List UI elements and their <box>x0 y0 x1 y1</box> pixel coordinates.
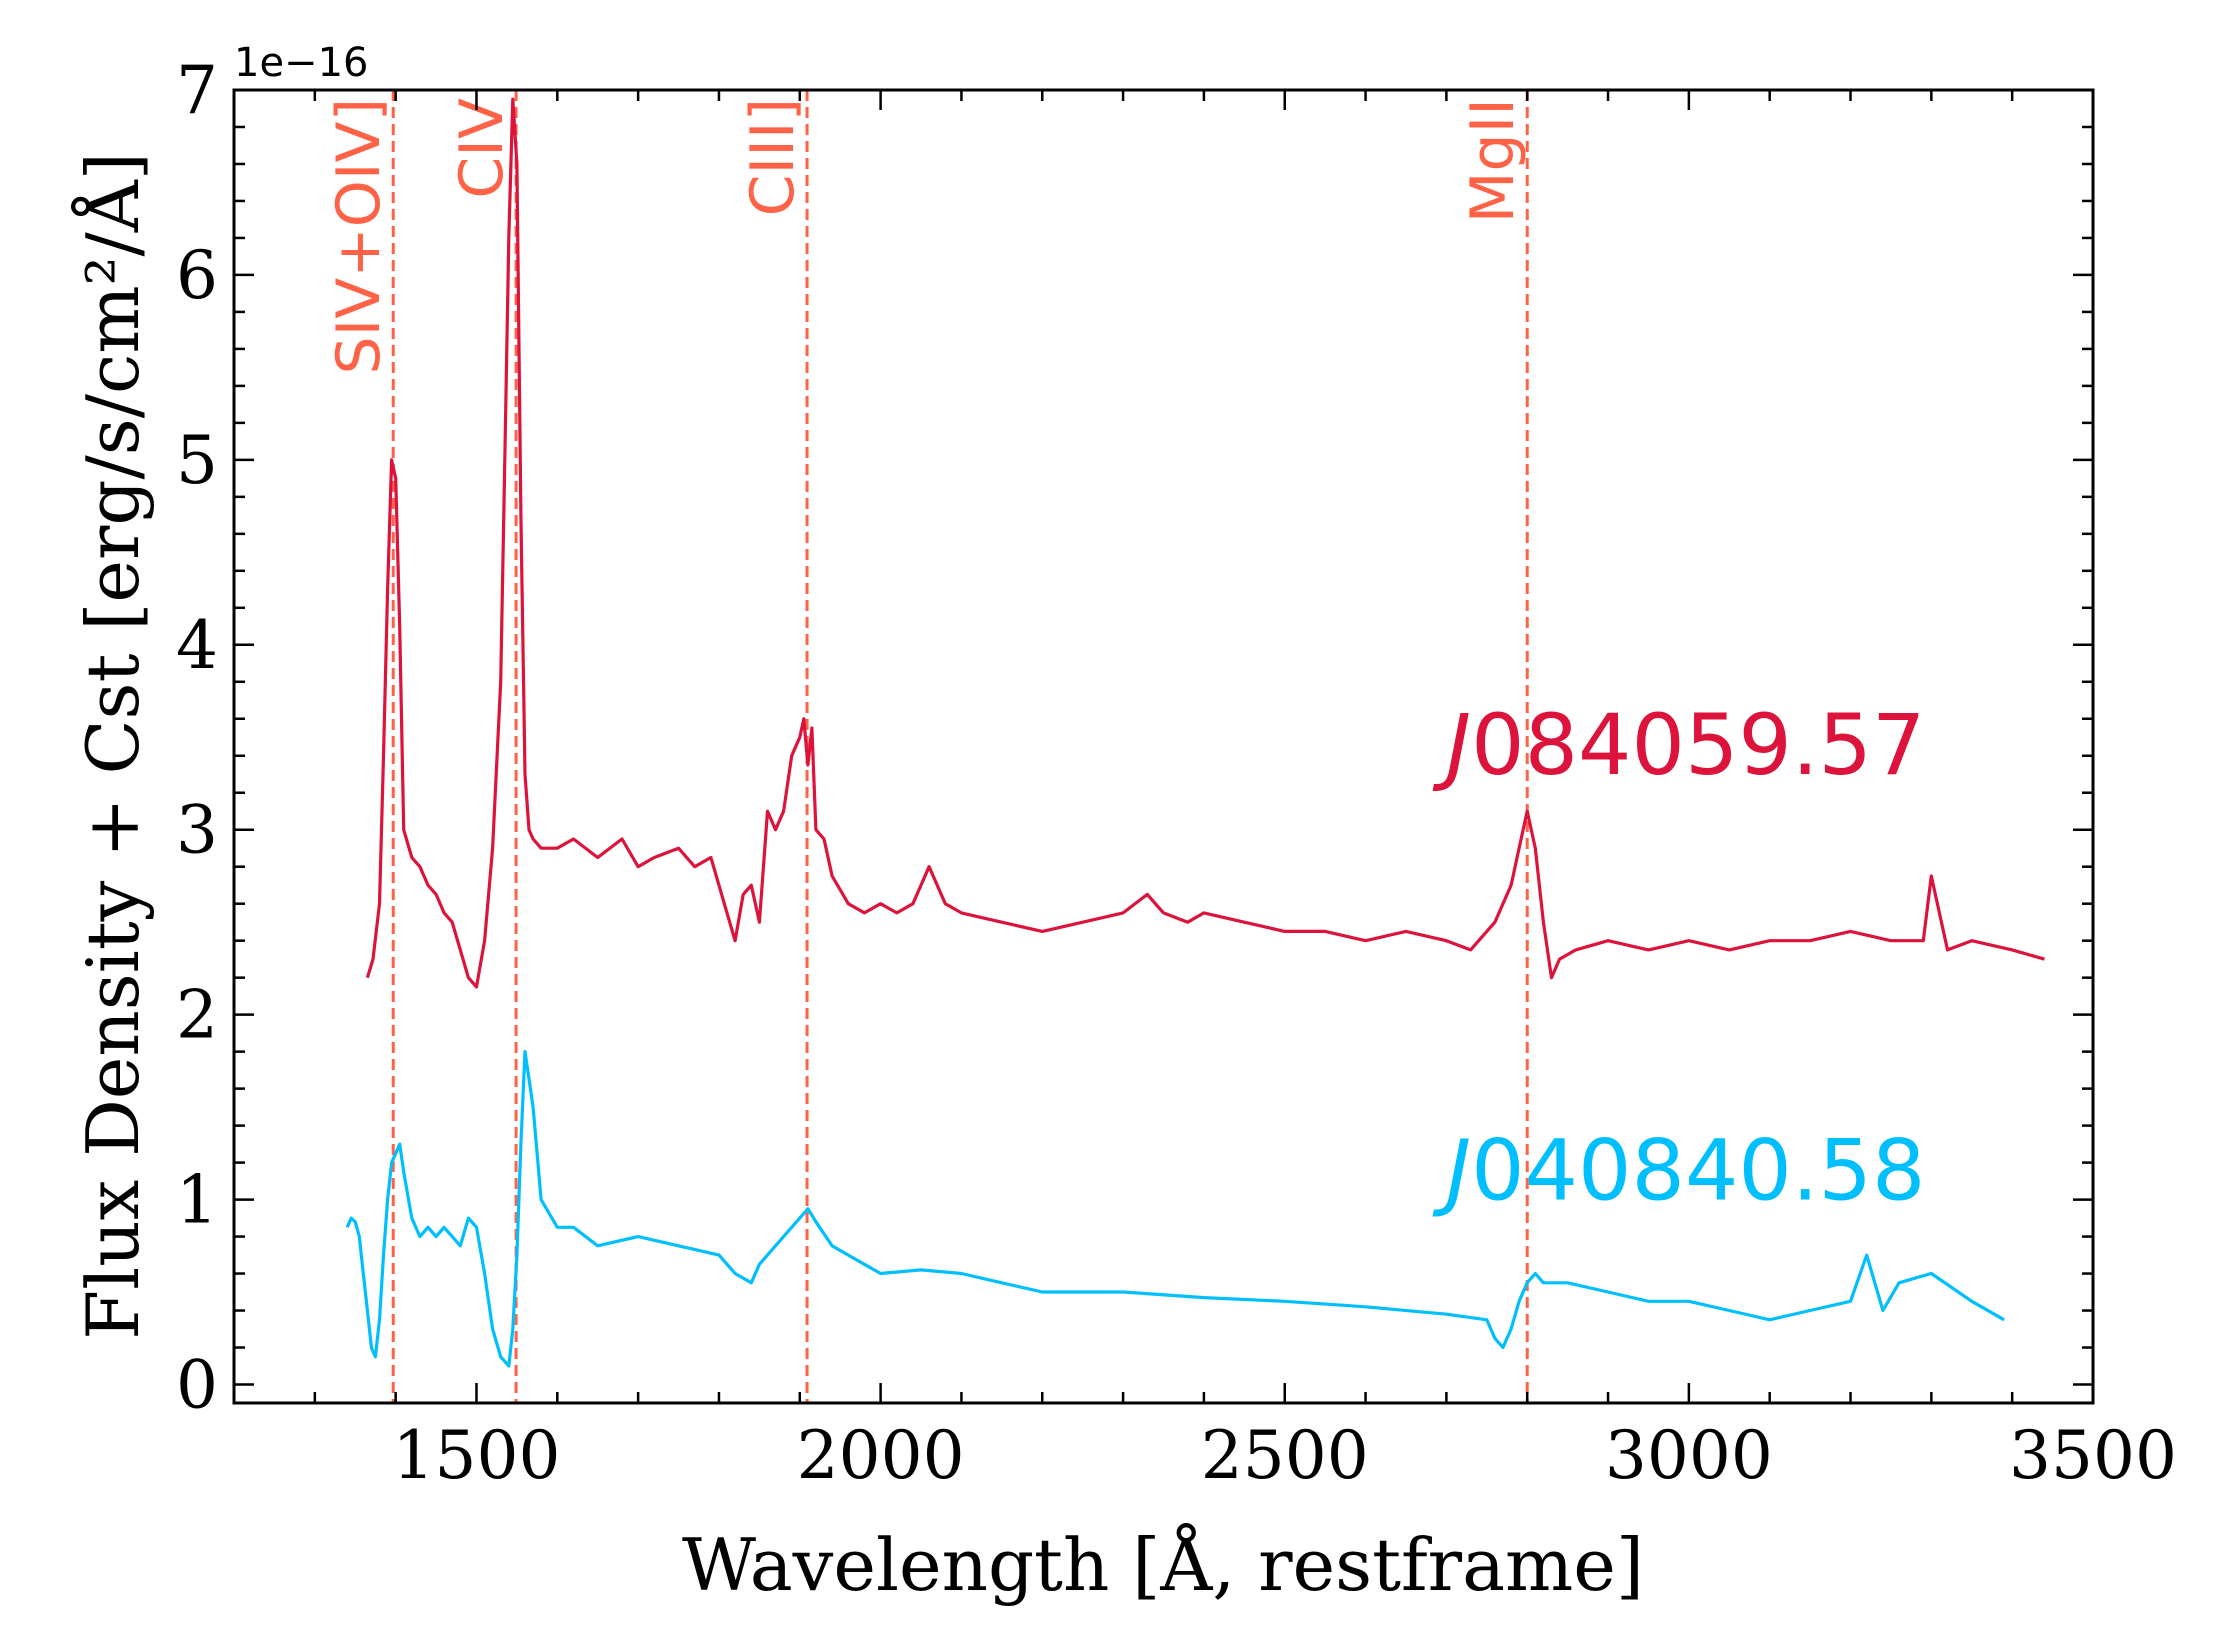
y-tick-label-7: 7 <box>176 52 218 129</box>
y-tick-label-2: 2 <box>176 977 218 1054</box>
series-label-1: J040840.58 <box>1432 1122 1925 1220</box>
x-tick-label-1: 2000 <box>797 1417 965 1494</box>
x-tick-label-2: 2500 <box>1201 1417 1369 1494</box>
x-tick-label-4: 3500 <box>2009 1417 2177 1494</box>
y-tick-label-1: 1 <box>176 1162 218 1239</box>
series-layer <box>345 97 2045 1368</box>
emission-line-label-1: CIV <box>447 98 517 199</box>
x-tick-label-3: 3000 <box>1605 1417 1773 1494</box>
emission-line-label-2: CIII] <box>738 98 808 216</box>
series-labels: J084059.57 J040840.58 <box>1432 696 1925 1219</box>
y-tick-label-3: 3 <box>176 792 218 869</box>
series-line-0 <box>365 97 2045 989</box>
series-line-1 <box>345 1049 2005 1368</box>
axis-ticks <box>232 88 2095 1403</box>
x-axis-title: Wavelength [Å, restframe] <box>682 1522 1644 1607</box>
series-label-0: J084059.57 <box>1432 696 1925 794</box>
y-axis-title: Flux Density + Cst [erg/s/cm²/Å] <box>70 152 155 1340</box>
x-tick-label-0: 1500 <box>392 1417 560 1494</box>
plot-frame <box>232 88 2095 1405</box>
y-tick-label-4: 4 <box>176 607 218 684</box>
emission-line-label-3: MgII <box>1458 98 1528 223</box>
y-tick-label-6: 6 <box>176 237 218 314</box>
y-tick-label-5: 5 <box>176 422 218 499</box>
y-tick-label-0: 0 <box>176 1347 218 1424</box>
tick-labels: 1500 2000 2500 3000 3500 0 1 2 3 4 5 6 7 <box>176 52 2177 1494</box>
emission-line-label-0: SIV+OIV] <box>324 98 394 374</box>
emission-lines: SIV+OIV] CIV CIII] MgII <box>324 90 1529 1403</box>
y-offset-text: 1e−16 <box>234 40 368 86</box>
